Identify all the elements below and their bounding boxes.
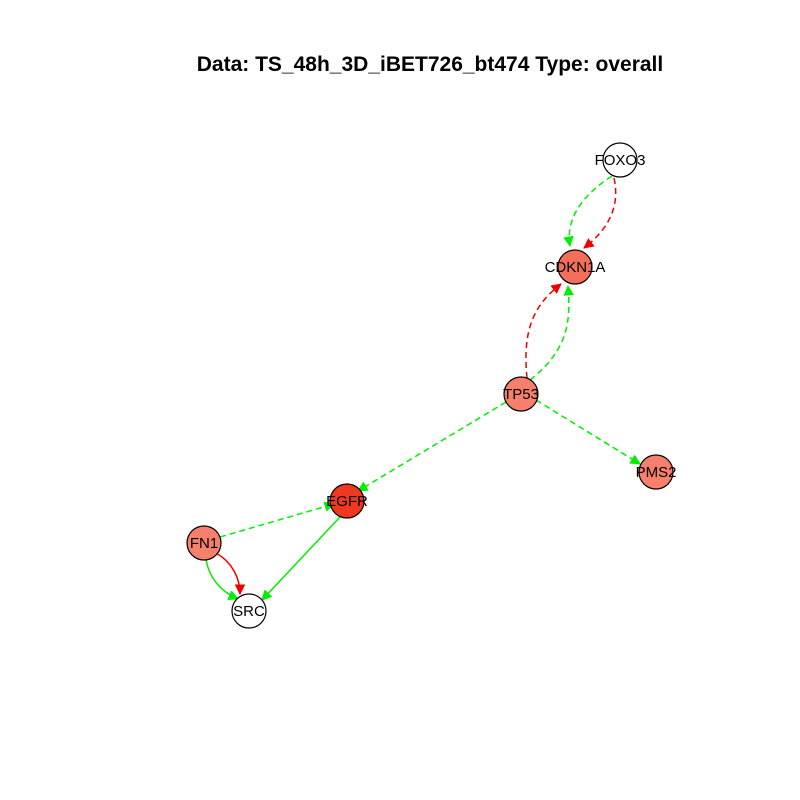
node-tp53-label: TP53 [503,386,539,403]
diagram-title: Data: TS_48h_3D_iBET726_bt474 Type: over… [197,53,663,76]
edge-tp53-cdkn1a-activation [529,284,575,381]
node-fn1-circle [186,525,222,561]
edge-foxo3-cdkn1a-activation [563,175,613,248]
node-src-label: SRC [233,603,265,620]
node-cdkn1a-circle [557,249,593,285]
edge-tp53-cdkn1a-inhibition [525,283,562,379]
node-pms2-circle [638,454,674,490]
node-src-circle [231,593,267,629]
node-fn1-label: FN1 [190,535,218,552]
edge-egfr-src-activation [261,516,341,601]
node-egfr-circle [329,483,365,519]
node-fn1: FN1 [186,525,222,561]
node-foxo3: FOXO3 [595,142,646,178]
node-pms2-label: PMS2 [636,464,677,481]
node-foxo3-circle [602,142,638,178]
node-egfr-label: EGFR [326,493,368,510]
node-tp53-circle [503,376,539,412]
edge-tp53-pms2-activation [535,399,641,465]
node-cdkn1a: CDKN1A [545,249,606,285]
nodes-layer: FOXO3 CDKN1A TP53 PMS2 EGFR FN1 SRC [186,142,677,629]
node-foxo3-label: FOXO3 [595,152,646,169]
edge-fn1-src-activation [205,559,239,601]
edges-layer [205,175,641,601]
edge-foxo3-cdkn1a-inhibition [583,177,617,249]
edge-tp53-egfr-activation [357,401,507,492]
edge-fn1-src-inhibition [215,552,246,596]
node-src: SRC [231,593,267,629]
node-egfr: EGFR [326,483,368,519]
node-tp53: TP53 [503,376,539,412]
node-cdkn1a-label: CDKN1A [545,259,606,276]
node-pms2: PMS2 [636,454,677,490]
edge-fn1-egfr-activation [219,501,336,538]
